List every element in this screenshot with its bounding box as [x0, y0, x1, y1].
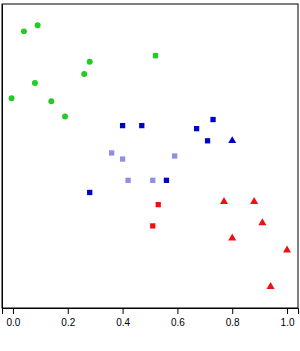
- point: [194, 126, 199, 131]
- x-tick-mark: [13, 308, 14, 314]
- x-tick-mark: [123, 308, 124, 314]
- series: [220, 197, 291, 289]
- point: [172, 153, 177, 158]
- point: [87, 59, 93, 65]
- point: [228, 233, 236, 240]
- point: [205, 138, 210, 143]
- point: [258, 218, 266, 225]
- x-tick-label: 0.0: [7, 317, 21, 328]
- x-tick-mark: [68, 308, 69, 314]
- point: [250, 197, 258, 204]
- x-axis-line: [3, 309, 299, 315]
- x-tick: 0.4: [116, 308, 130, 328]
- series: [150, 202, 161, 229]
- point: [109, 150, 114, 155]
- plot-frame: [2, 4, 298, 308]
- point: [150, 178, 155, 183]
- point: [125, 178, 130, 183]
- point: [81, 71, 87, 77]
- point: [87, 190, 92, 195]
- point: [48, 98, 54, 104]
- point: [153, 53, 158, 58]
- chart: 0.0 0.2 0.4 0.6 0.8 1.0: [0, 0, 300, 351]
- x-tick-mark: [232, 308, 233, 314]
- point: [9, 95, 15, 101]
- x-tick-label: 0.2: [61, 317, 75, 328]
- point: [283, 246, 291, 253]
- point: [210, 117, 215, 122]
- point: [156, 202, 161, 207]
- x-tick-label: 0.8: [226, 317, 240, 328]
- x-tick: 0.2: [61, 308, 75, 328]
- point: [139, 123, 144, 128]
- point: [35, 22, 41, 28]
- point: [164, 178, 169, 183]
- x-tick-label: 0.6: [171, 317, 185, 328]
- point: [228, 136, 236, 143]
- point: [120, 156, 125, 161]
- series: [9, 22, 93, 119]
- x-axis: 0.0 0.2 0.4 0.6 0.8 1.0: [3, 308, 299, 328]
- x-tick-mark: [177, 308, 178, 314]
- points: [9, 22, 291, 289]
- x-tick: 0.0: [7, 308, 21, 328]
- x-tick: 0.8: [226, 308, 240, 328]
- y-axis-line: [2, 5, 3, 309]
- x-tick-mark: [287, 308, 288, 314]
- series: [109, 150, 177, 183]
- series: [87, 117, 216, 195]
- x-tick: 1.0: [281, 308, 295, 328]
- x-tick: 0.6: [171, 308, 185, 328]
- y-axis: [2, 5, 3, 309]
- point: [150, 223, 155, 228]
- x-tick-label: 1.0: [281, 317, 295, 328]
- series: [153, 53, 158, 58]
- point: [32, 80, 38, 86]
- point: [21, 28, 27, 34]
- point: [62, 113, 68, 119]
- point: [120, 123, 125, 128]
- point: [220, 197, 228, 204]
- point: [267, 282, 275, 289]
- x-tick-label: 0.4: [116, 317, 130, 328]
- series: [228, 136, 236, 143]
